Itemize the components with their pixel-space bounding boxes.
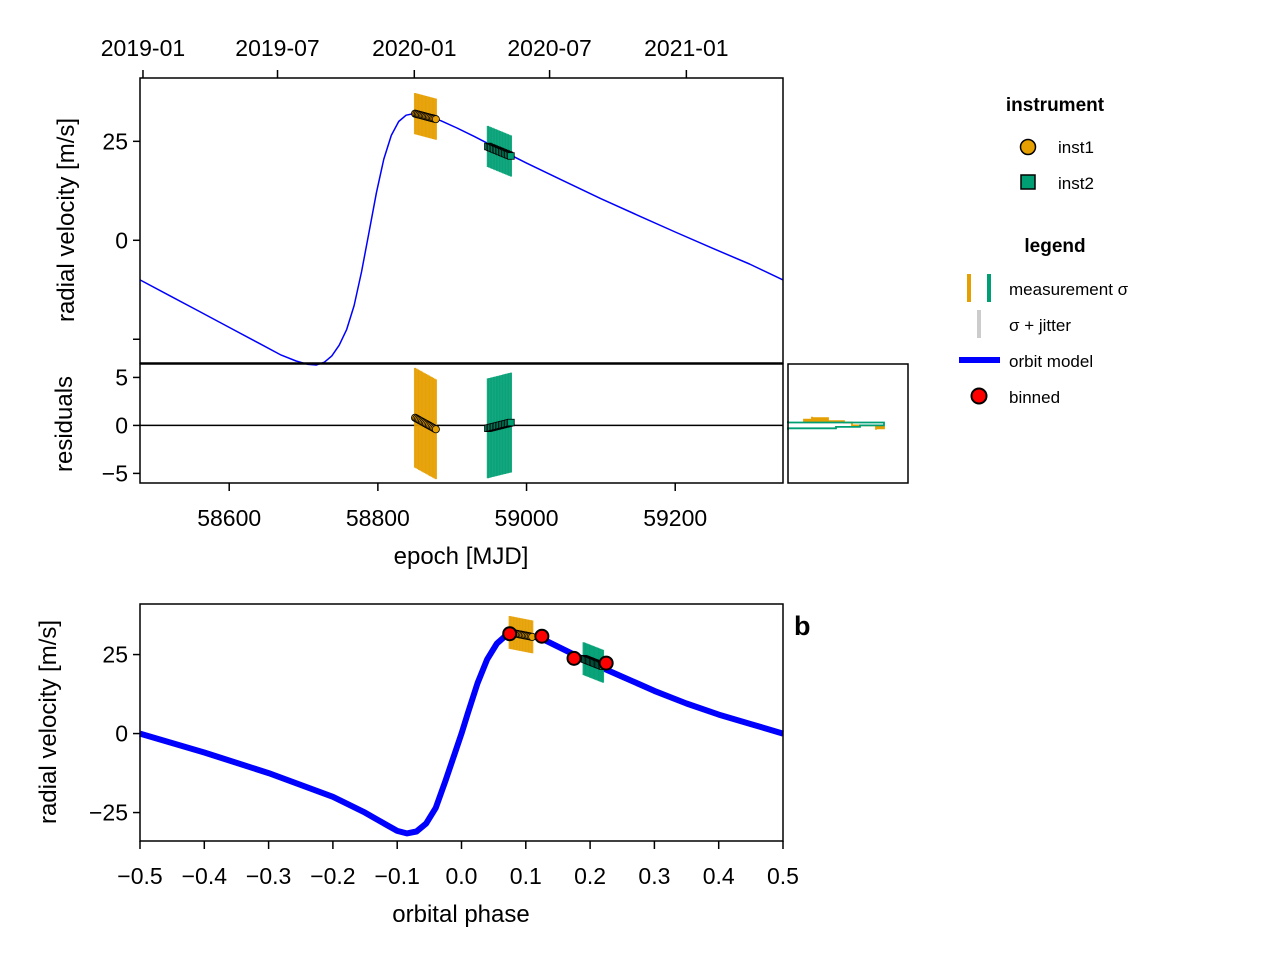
- rv-time-top-tick-label-1: 2019-07: [235, 35, 319, 61]
- rv-phase-ticks: 25 0 −25 −0.5 −0.4 −0.3 −0.2 −0.1 0.0 0.1 0.2 0.3 0.…: [89, 642, 799, 889]
- rv-phase-xtick-label-10: 0.5: [767, 863, 799, 889]
- residual-histogram-inst2: [787, 421, 885, 430]
- residuals-panel: 5 0 −5 58600 58800 59000 59200 residuals epoch…: [51, 363, 784, 570]
- residual-histogram-marks: [787, 416, 885, 430]
- rv-time-orbit-model: [139, 112, 784, 366]
- rv-phase-xtick-label-5: 0.0: [446, 863, 478, 889]
- residuals-xtick-label-2: 59000: [495, 505, 559, 531]
- rv-phase-ytick-label-0: 25: [102, 642, 128, 668]
- rv-phase-ytick-label-2: −25: [89, 800, 128, 826]
- rv-phase-xtick-label-7: 0.2: [574, 863, 606, 889]
- residuals-inst2-point-15: [507, 418, 515, 427]
- residuals-xtick-label-1: 58800: [346, 505, 410, 531]
- legend-label-inst1: inst1: [1058, 138, 1094, 157]
- rv-phase-marks: [139, 616, 784, 837]
- rv-time-ytick-label-1: 0: [115, 227, 128, 253]
- legend-marker-inst1: [1019, 138, 1037, 156]
- rv-phase-orbit-model: [139, 629, 784, 837]
- residuals-ytick-label-0: 5: [115, 364, 128, 390]
- legend-label-sigma-jitter: σ + jitter: [1009, 316, 1071, 335]
- residuals-xlabel: epoch [MJD]: [394, 543, 529, 570]
- rv-time-panel: 25 0 2019-01 2019-07 2020-01 2020-07 2021-01 r…: [53, 35, 784, 366]
- rv-time-frame: [139, 77, 784, 364]
- residuals-ytick-label-1: 0: [115, 412, 128, 438]
- residual-histogram-frame: [787, 363, 909, 484]
- residual-histogram-panel: [787, 363, 909, 484]
- rv-phase-binned-point-1: [534, 628, 550, 644]
- rv-phase-xlabel: orbital phase: [392, 901, 529, 928]
- residuals-xtick-label-3: 59200: [643, 505, 707, 531]
- rv-phase-binned-point-0: [502, 626, 518, 642]
- legend-binned-marker: [970, 387, 988, 405]
- main-legend: legend measurement σ σ + jitter orbit mo…: [959, 236, 1129, 407]
- rv-phase-ylabel: radial velocity [m/s]: [35, 620, 62, 824]
- rv-phase-xtick-label-9: 0.4: [703, 863, 735, 889]
- rv-phase-xtick-label-3: −0.2: [310, 863, 355, 889]
- rv-phase-xtick-label-0: −0.5: [117, 863, 162, 889]
- rv-time-ytick-label-0: 25: [102, 128, 128, 154]
- rv-phase-xtick-label-8: 0.3: [638, 863, 670, 889]
- legend-label-measurement-sigma: measurement σ: [1009, 280, 1129, 299]
- rv-time-inst1-point-15: [431, 115, 440, 124]
- rv-phase-ytick-label-1: 0: [115, 721, 128, 747]
- rv-time-inst2-point-15: [507, 152, 515, 160]
- rv-phase-xtick-label-6: 0.1: [510, 863, 542, 889]
- residuals-marks: [140, 367, 783, 480]
- main-legend-title: legend: [1024, 236, 1085, 257]
- rv-phase-xtick-label-4: −0.1: [374, 863, 419, 889]
- rv-time-top-tick-label-0: 2019-01: [101, 35, 185, 61]
- legend-label-binned: binned: [1009, 388, 1060, 407]
- residuals-ylabel: residuals: [51, 376, 78, 472]
- rv-phase-xtick-label-2: −0.3: [246, 863, 291, 889]
- rv-time-ticks: 25 0 2019-01 2019-07 2020-01 2020-07 2021-01: [101, 35, 729, 340]
- rv-phase-binned-point-3: [598, 655, 614, 671]
- instrument-legend: instrument inst1 inst2: [1006, 95, 1105, 193]
- rv-phase-panel: 25 0 −25 −0.5 −0.4 −0.3 −0.2 −0.1 0.0 0.1 0.2 0.3 0.…: [35, 603, 811, 928]
- legend-marker-inst2: [1020, 174, 1036, 190]
- legend-label-inst2: inst2: [1058, 174, 1094, 193]
- rv-phase-frame: [139, 603, 784, 842]
- instrument-legend-title: instrument: [1006, 95, 1105, 116]
- rv-phase-binned-point-2: [566, 650, 582, 666]
- rv-time-top-tick-label-4: 2021-01: [644, 35, 728, 61]
- residuals-inst1-point-15: [431, 425, 440, 434]
- residuals-ytick-label-2: −5: [102, 460, 128, 486]
- residuals-xtick-label-0: 58600: [197, 505, 261, 531]
- residuals-frame: [139, 363, 784, 484]
- legend-label-orbit-model: orbit model: [1009, 352, 1093, 371]
- panel-label-b: b: [794, 611, 811, 641]
- rv-time-top-tick-label-3: 2020-07: [507, 35, 591, 61]
- rv-time-marks: [139, 93, 784, 366]
- residuals-ticks: 5 0 −5 58600 58800 59000 59200: [102, 364, 707, 531]
- rv-time-top-tick-label-2: 2020-01: [372, 35, 456, 61]
- rv-time-ylabel: radial velocity [m/s]: [53, 118, 80, 322]
- rv-phase-xtick-label-1: −0.4: [182, 863, 228, 889]
